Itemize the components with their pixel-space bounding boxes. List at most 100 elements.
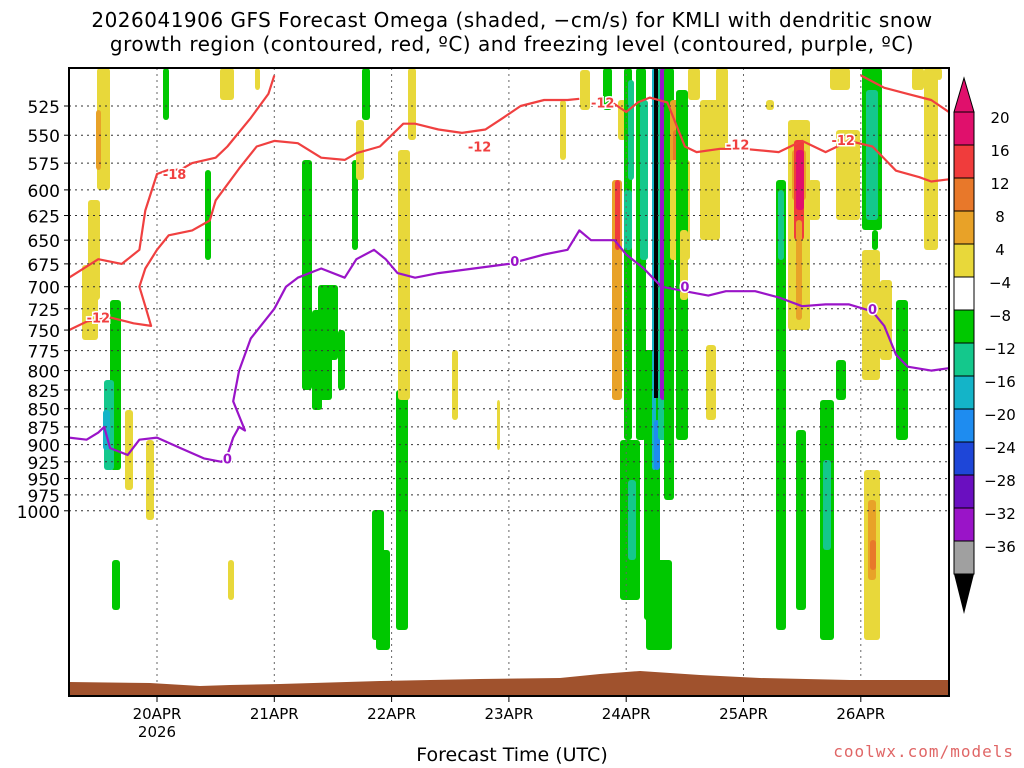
- y-tick-label: 900: [28, 437, 60, 457]
- terrain-fill: [69, 671, 949, 696]
- contour-line: [69, 229, 949, 463]
- y-tick-label: 650: [28, 232, 60, 252]
- omega-cell: [646, 560, 672, 650]
- y-tick-label: 575: [28, 155, 60, 175]
- x-tick-sublabel: 2026: [138, 723, 176, 741]
- colorbar-swatch: [953, 309, 975, 344]
- omega-cell: [880, 280, 892, 360]
- omega-cell: [654, 68, 658, 398]
- omega-cell: [830, 68, 850, 90]
- contour-line: [860, 74, 949, 113]
- contour-line: [607, 96, 949, 183]
- contour-label: -12: [87, 311, 111, 326]
- omega-cell: [615, 180, 620, 250]
- omega-cell: [362, 68, 370, 120]
- omega-cell: [936, 68, 942, 80]
- contour-label: -12: [468, 141, 492, 156]
- y-tick-label: 800: [28, 363, 60, 383]
- omega-cell: [716, 68, 728, 150]
- omega-cell: [836, 130, 860, 220]
- colorbar-label: 16: [990, 142, 1009, 160]
- contour-label: -12: [831, 134, 855, 149]
- colorbar-label: −12: [984, 340, 1016, 358]
- y-tick-label: 975: [28, 487, 60, 507]
- y-tick-label: 875: [28, 419, 60, 439]
- colorbar-swatch: [953, 177, 975, 212]
- x-tick-label: 24APR: [602, 705, 651, 723]
- colorbar-swatch: [953, 342, 975, 377]
- omega-cell: [112, 560, 120, 610]
- colorbar-top-arrow: [953, 76, 975, 113]
- omega-cell: [326, 285, 338, 360]
- colorbar-label: −28: [984, 472, 1016, 490]
- surface-terrain: [69, 671, 949, 696]
- colorbar-swatch: [953, 144, 975, 179]
- omega-cell: [766, 100, 774, 110]
- omega-cell: [352, 160, 358, 250]
- contour-label: -12: [726, 138, 750, 153]
- y-axis: 5255505756006256506757007257507758008258…: [17, 98, 69, 523]
- x-tick-label: 20APR: [133, 705, 182, 723]
- y-tick-label: 850: [28, 401, 60, 421]
- colorbar-swatch: [953, 375, 975, 410]
- y-tick-label: 950: [28, 471, 60, 491]
- y-tick-label: 725: [28, 301, 60, 321]
- colorbar-label: −20: [984, 406, 1016, 424]
- omega-cell: [452, 350, 458, 420]
- colorbar-bottom-arrow: [954, 574, 974, 614]
- colorbar-swatch: [953, 243, 975, 278]
- colorbar-label: −36: [984, 538, 1016, 556]
- omega-cell: [82, 265, 98, 340]
- omega-cell: [866, 90, 878, 220]
- colorbar: 20 16 12 8 4 −4 −8 −12 −16 −20 −24 −28 −32 −36: [953, 76, 1016, 614]
- omega-cell: [776, 180, 786, 630]
- omega-cell: [205, 170, 211, 260]
- omega-cell: [220, 68, 234, 100]
- omega-cell: [862, 250, 880, 380]
- omega-cell: [497, 400, 500, 450]
- omega-cell: [163, 68, 169, 120]
- colorbar-swatch: [953, 111, 975, 146]
- omega-cell: [228, 560, 234, 600]
- omega-cell: [870, 540, 876, 570]
- y-tick-label: 625: [28, 208, 60, 228]
- chart-title-line-2: growth region (contoured, red, ºC) and f…: [109, 32, 915, 56]
- omega-cell: [408, 68, 416, 140]
- y-tick-label: 775: [28, 343, 60, 363]
- omega-cell: [796, 430, 806, 610]
- chart-title-line-1: 2026041906 GFS Forecast Omega (shaded, −…: [91, 8, 933, 32]
- contour-label: 0: [223, 452, 232, 467]
- omega-cell: [872, 230, 878, 250]
- y-tick-label: 525: [28, 98, 60, 118]
- omega-shading: [82, 68, 942, 650]
- omega-cell: [688, 68, 700, 100]
- colorbar-swatch: [953, 408, 975, 443]
- x-tick-label: 21APR: [250, 705, 299, 723]
- contour-label: 0: [510, 255, 519, 270]
- colorbar-swatch: [953, 474, 975, 509]
- contour-lines: -18 -12 -12 -12 -12 -12 0 0 0 0: [69, 74, 949, 469]
- omega-cell: [896, 300, 908, 440]
- omega-cell: [836, 360, 846, 400]
- omega-cell: [338, 330, 345, 390]
- omega-cell: [808, 180, 820, 220]
- contour-label: 0: [680, 281, 689, 296]
- colorbar-label: −24: [984, 439, 1016, 457]
- y-tick-label: 675: [28, 256, 60, 276]
- omega-cell: [628, 80, 634, 180]
- y-tick-label: 600: [28, 182, 60, 202]
- y-tick-label: 750: [28, 322, 60, 342]
- x-tick-label: 25APR: [719, 705, 768, 723]
- colorbar-swatch: [953, 441, 975, 476]
- omega-cell: [924, 68, 938, 250]
- colorbar-swatch: [953, 210, 975, 245]
- x-tick-label: 23APR: [484, 705, 533, 723]
- omega-cell: [640, 100, 648, 260]
- omega-cell: [580, 70, 590, 110]
- omega-cell: [125, 410, 133, 490]
- contour-label: -18: [163, 168, 187, 183]
- omega-cell: [376, 550, 390, 650]
- omega-cell: [796, 150, 804, 210]
